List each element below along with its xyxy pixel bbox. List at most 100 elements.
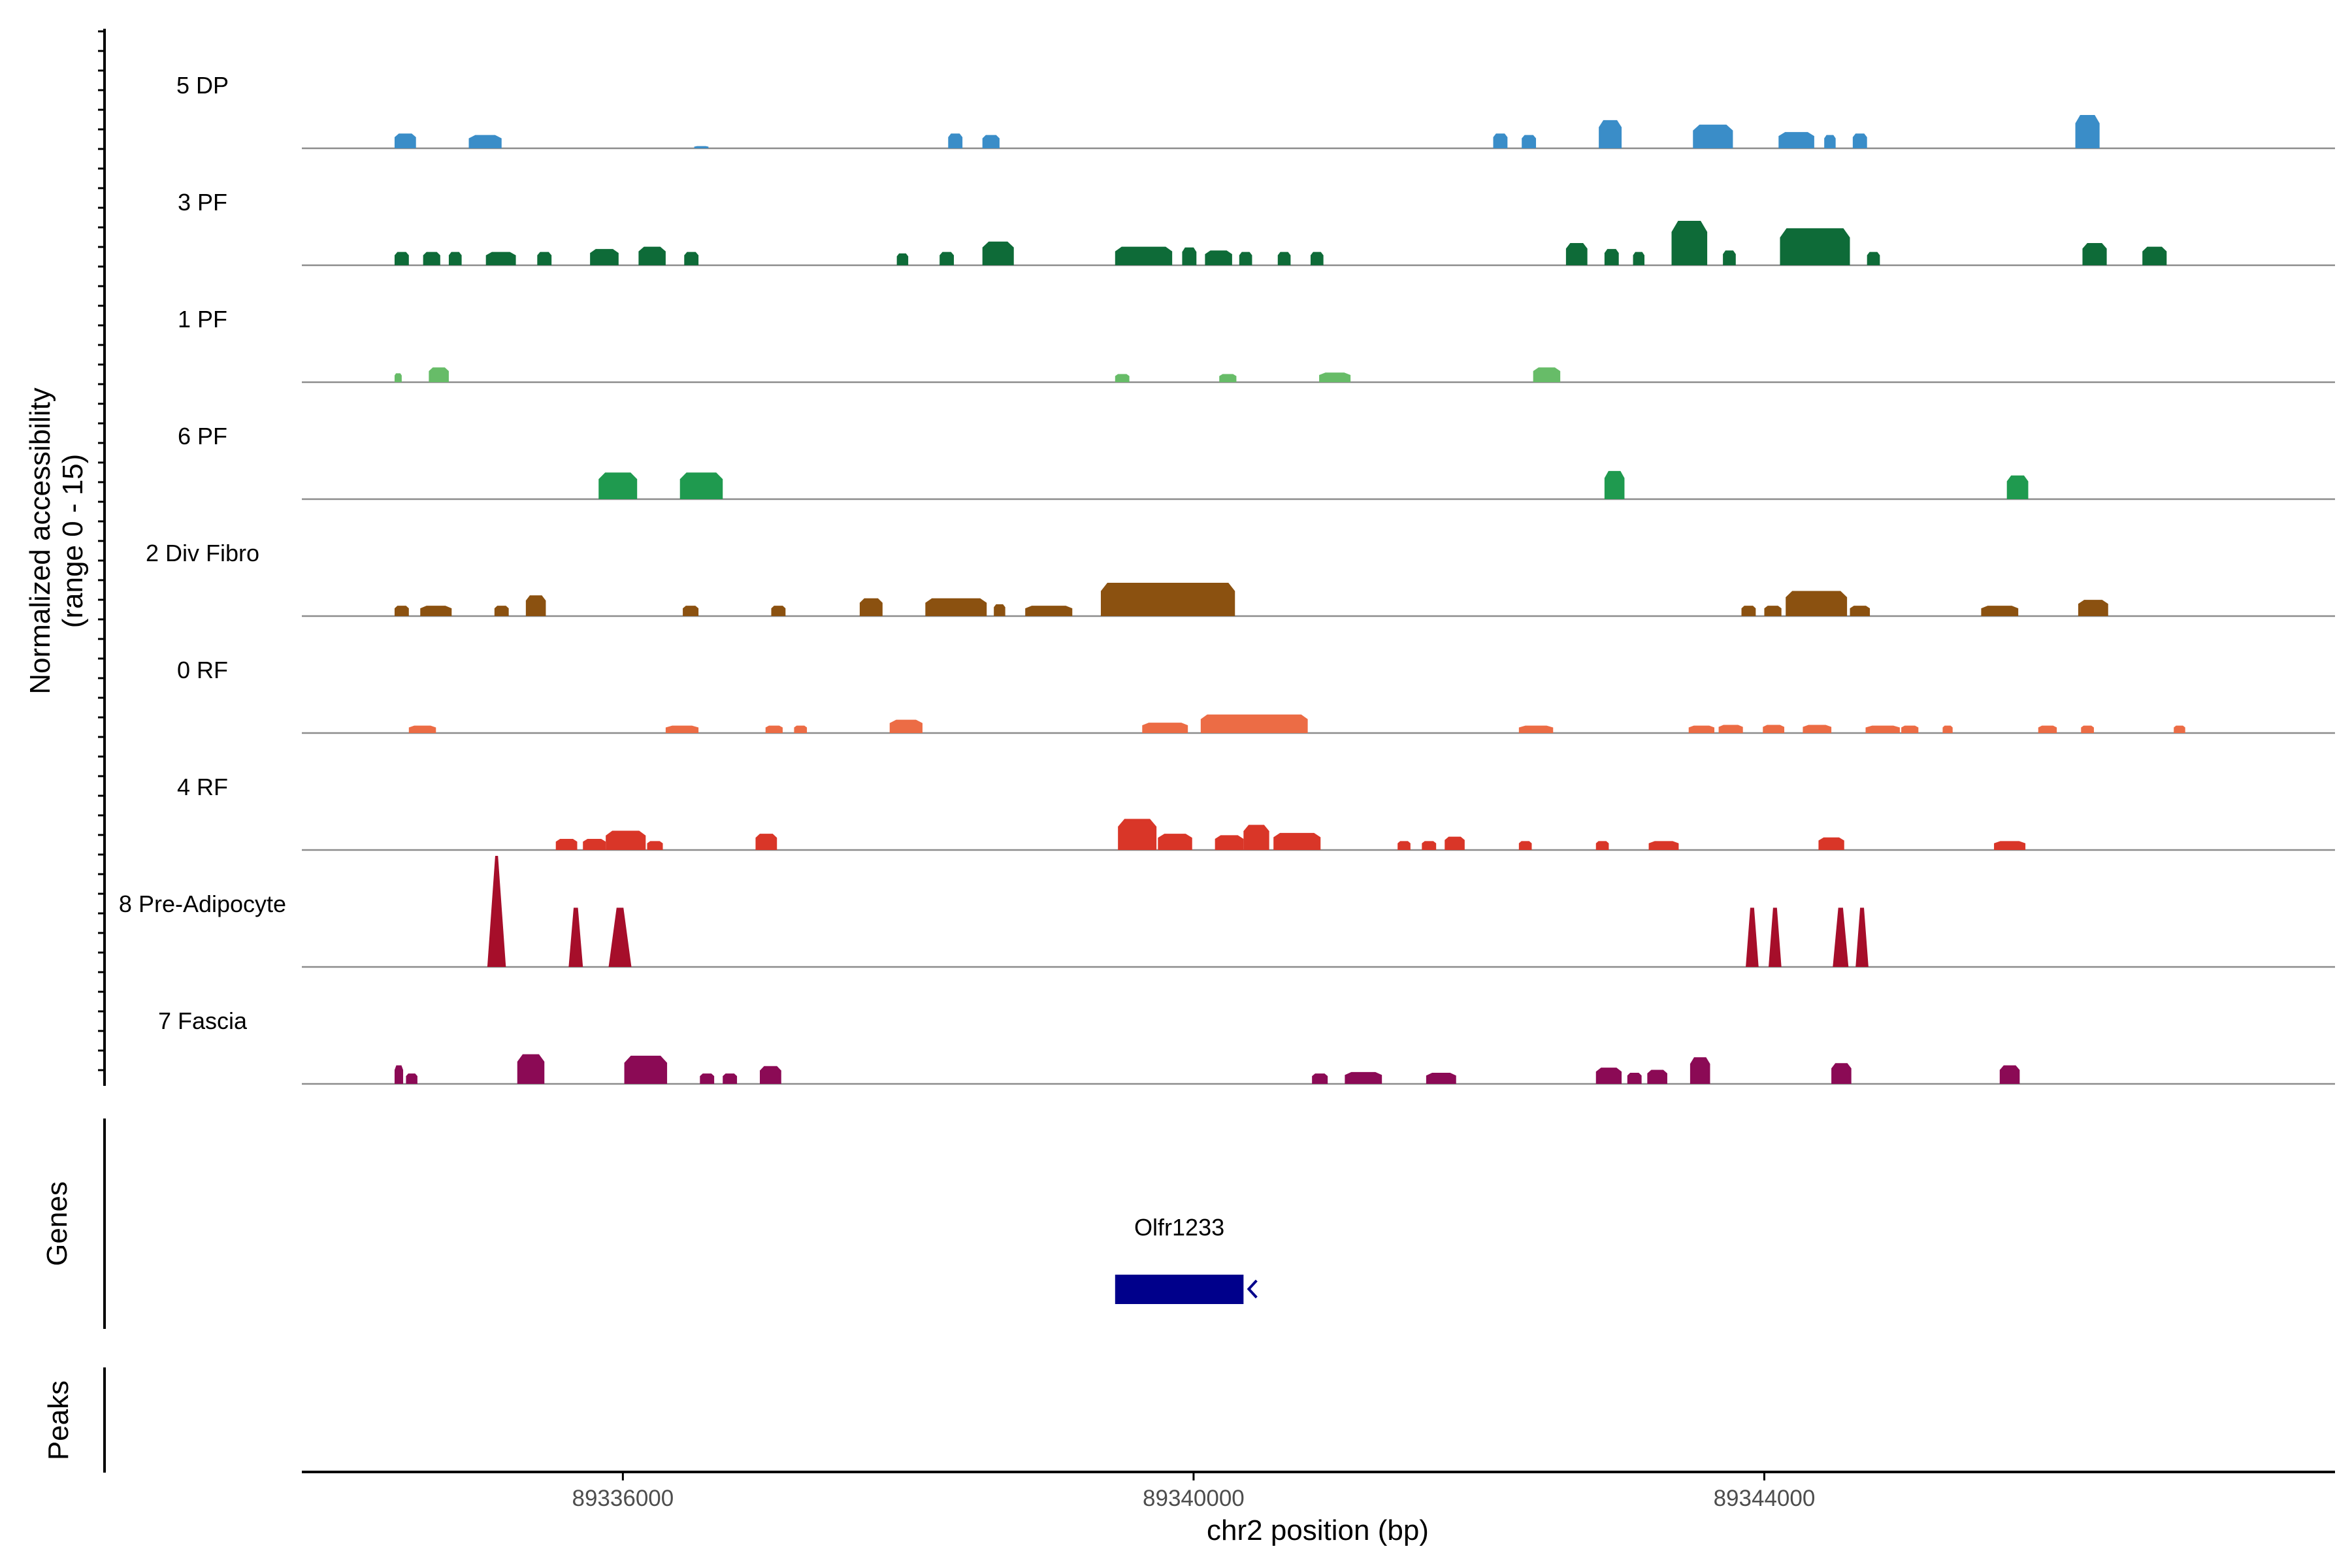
- coverage-peak: [1648, 841, 1679, 850]
- coverage-peak: [939, 252, 955, 265]
- track-label: 6 PF: [178, 423, 227, 449]
- coverage-peak: [889, 719, 923, 733]
- coverage-peak: [1595, 1068, 1622, 1084]
- coverage-peak: [1422, 841, 1437, 850]
- coverage-peak: [394, 252, 409, 265]
- coverage-peak: [1115, 374, 1130, 382]
- coverage-peak: [468, 135, 502, 148]
- coverage-peak: [1200, 714, 1308, 733]
- track: 6 PF: [178, 423, 2335, 500]
- coverage-peak: [408, 725, 436, 733]
- coverage-peak: [1746, 907, 1759, 967]
- track-label: 7 Fascia: [158, 1007, 248, 1034]
- coverage-peak: [1595, 841, 1609, 850]
- peaks-label: Peaks: [42, 1380, 74, 1460]
- coverage-peak: [606, 830, 646, 850]
- coverage-peak: [765, 725, 783, 733]
- coverage-peak: [1277, 252, 1291, 265]
- coverage-peak: [1833, 907, 1849, 967]
- track-label: 0 RF: [177, 657, 228, 683]
- coverage-peak: [1786, 591, 1848, 616]
- coverage-peak: [794, 725, 808, 733]
- coverage-peak: [1764, 606, 1782, 616]
- coverage-peak: [1142, 723, 1188, 733]
- coverage-peak: [1565, 243, 1588, 265]
- track: 5 DP: [176, 72, 2335, 150]
- coverage-peak: [1243, 825, 1269, 850]
- coverage-peak: [2006, 475, 2029, 499]
- track-label: 3 PF: [178, 189, 227, 216]
- coverage-peak: [638, 246, 666, 265]
- track-label: 1 PF: [178, 306, 227, 333]
- coverage-peak: [608, 907, 632, 967]
- coverage-peak: [1942, 725, 1953, 733]
- coverage-peak: [982, 241, 1014, 265]
- coverage-peak: [1994, 841, 2026, 850]
- coverage-peak: [2082, 243, 2107, 265]
- coverage-peak: [1397, 841, 1411, 850]
- coverage-peak: [1219, 374, 1237, 382]
- coverage-peak: [555, 839, 578, 850]
- track: 0 RF: [177, 657, 2335, 734]
- coverage-peak: [1239, 252, 1252, 265]
- coverage-peak: [429, 367, 449, 382]
- coverage-peak: [1688, 725, 1715, 733]
- coverage-peak: [647, 841, 663, 850]
- coverage-peak: [1780, 228, 1850, 265]
- genes-label: Genes: [41, 1181, 73, 1266]
- coverage-peak: [1769, 907, 1782, 967]
- coverage-peak: [1599, 120, 1622, 148]
- coverage-peak: [1627, 1073, 1642, 1084]
- coverage-peak: [1981, 606, 2019, 616]
- coverage-peak: [1867, 252, 1880, 265]
- coverage-peak: [2075, 115, 2100, 148]
- gene-body: [1115, 1275, 1244, 1304]
- track-label: 5 DP: [176, 72, 229, 99]
- coverage-peak: [624, 1055, 668, 1084]
- gene-label: Olfr1233: [1134, 1214, 1224, 1241]
- coverage-peak: [537, 252, 552, 265]
- coverage-peak: [1100, 583, 1235, 616]
- coverage-peak: [694, 146, 709, 148]
- coverage-peak: [1763, 725, 1785, 733]
- coverage-peak: [2038, 725, 2057, 733]
- coverage-peak: [485, 252, 516, 265]
- coverage-peak: [1818, 837, 1844, 850]
- gene-track: Olfr1233: [1115, 1214, 1258, 1304]
- coverage-peak: [1741, 606, 1756, 616]
- coverage-peak: [859, 598, 883, 616]
- coverage-peak: [760, 1066, 781, 1084]
- coverage-y-label-line1: Normalized accessibility: [24, 387, 56, 694]
- coverage-peak: [1319, 372, 1351, 382]
- coverage-peak: [1855, 907, 1869, 967]
- coverage-peak: [525, 595, 546, 616]
- coverage-peak: [1852, 133, 1867, 148]
- coverage-tracks: 5 DP 3 PF 1 PF 6 PF 2 Div Fibro 0 RF 4 RF 8 Pre…: [119, 72, 2335, 1085]
- x-axis-label: chr2 position (bp): [1207, 1514, 1429, 1546]
- coverage-peak: [394, 133, 416, 148]
- coverage-peak: [1118, 819, 1157, 850]
- coverage-peak: [1633, 252, 1645, 265]
- coverage-peak: [423, 252, 440, 265]
- coverage-peak: [925, 598, 987, 616]
- coverage-peak: [1205, 250, 1232, 265]
- coverage-y-label-line2: (range 0 - 15): [57, 454, 89, 629]
- coverage-peak: [1182, 247, 1197, 265]
- coverage-peak: [1310, 252, 1324, 265]
- coverage-peak: [494, 606, 509, 616]
- track: 2 Div Fibro: [146, 540, 2335, 617]
- coverage-peak: [568, 907, 583, 967]
- coverage-peak: [1778, 132, 1814, 148]
- coverage-peak: [700, 1073, 715, 1084]
- coverage-peak: [2081, 725, 2094, 733]
- x-axis-ticks: 89336000 89340000 89344000: [572, 1472, 1815, 1511]
- coverage-peak: [2142, 246, 2167, 265]
- coverage-peak: [1831, 1063, 1852, 1084]
- coverage-peak: [583, 839, 606, 850]
- coverage-peak: [1803, 725, 1832, 733]
- coverage-peak: [1426, 1073, 1456, 1084]
- coverage-peak: [723, 1073, 738, 1084]
- track-label: 8 Pre-Adipocyte: [119, 890, 286, 917]
- coverage-peak: [1158, 834, 1192, 850]
